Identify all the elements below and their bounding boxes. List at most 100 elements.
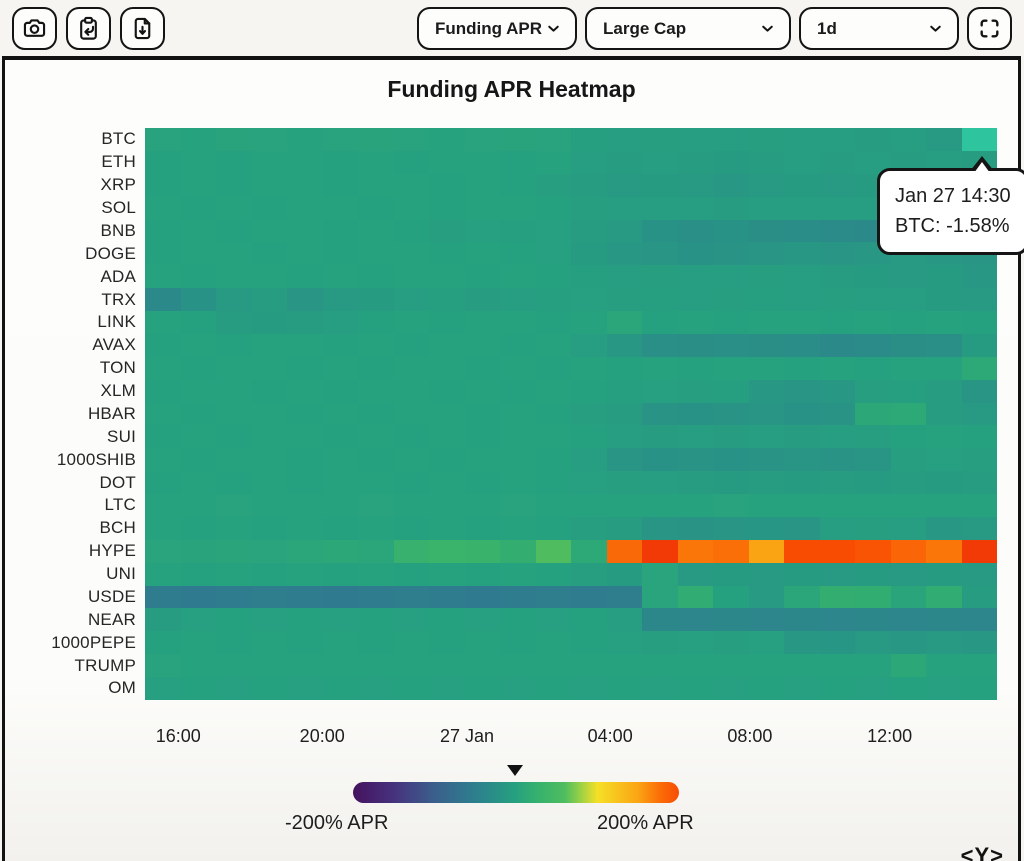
heatmap-cell[interactable] <box>642 173 678 197</box>
heatmap-cell[interactable] <box>571 196 607 220</box>
heatmap-cell[interactable] <box>429 265 465 289</box>
heatmap-cell[interactable] <box>429 516 465 540</box>
heatmap-cell[interactable] <box>251 173 287 197</box>
heatmap-cell[interactable] <box>500 379 536 403</box>
heatmap-cell[interactable] <box>322 448 358 472</box>
heatmap-cell[interactable] <box>571 402 607 426</box>
heatmap-cell[interactable] <box>287 677 323 700</box>
heatmap-cell[interactable] <box>571 539 607 563</box>
heatmap-cell[interactable] <box>464 448 500 472</box>
heatmap-cell[interactable] <box>216 173 252 197</box>
heatmap-cell[interactable] <box>642 562 678 586</box>
heatmap-cell[interactable] <box>358 585 394 609</box>
heatmap-cell[interactable] <box>393 425 429 449</box>
heatmap-cell[interactable] <box>784 242 820 266</box>
heatmap-cell[interactable] <box>677 219 713 243</box>
heatmap-cell[interactable] <box>287 654 323 677</box>
heatmap-cell[interactable] <box>500 539 536 563</box>
heatmap-cell[interactable] <box>180 356 216 380</box>
heatmap-cell[interactable] <box>287 448 323 472</box>
heatmap-cell[interactable] <box>145 379 181 403</box>
heatmap-cell[interactable] <box>713 379 749 403</box>
heatmap-cell[interactable] <box>677 654 713 677</box>
heatmap-cell[interactable] <box>500 677 536 700</box>
heatmap-cell[interactable] <box>464 562 500 586</box>
heatmap-cell[interactable] <box>145 173 181 197</box>
heatmap-cell[interactable] <box>145 516 181 540</box>
heatmap-cell[interactable] <box>642 631 678 655</box>
heatmap-cell[interactable] <box>251 196 287 220</box>
heatmap-cell[interactable] <box>464 425 500 449</box>
heatmap-cell[interactable] <box>748 539 784 563</box>
heatmap-cell[interactable] <box>429 608 465 632</box>
heatmap-cell[interactable] <box>429 654 465 677</box>
heatmap-cell[interactable] <box>713 150 749 174</box>
heatmap-cell[interactable] <box>464 242 500 266</box>
heatmap-cell[interactable] <box>926 128 962 151</box>
heatmap-cell[interactable] <box>464 311 500 334</box>
heatmap-cell[interactable] <box>784 219 820 243</box>
heatmap-cell[interactable] <box>287 608 323 632</box>
heatmap-cell[interactable] <box>961 379 997 403</box>
heatmap-cell[interactable] <box>429 677 465 700</box>
heatmap-cell[interactable] <box>926 631 962 655</box>
heatmap-cell[interactable] <box>855 562 891 586</box>
heatmap-cell[interactable] <box>358 219 394 243</box>
heatmap-cell[interactable] <box>216 494 252 517</box>
heatmap-cell[interactable] <box>429 425 465 449</box>
heatmap-cell[interactable] <box>393 516 429 540</box>
camera-button[interactable] <box>12 7 57 50</box>
heatmap-cell[interactable] <box>393 677 429 700</box>
heatmap-cell[interactable] <box>819 402 855 426</box>
heatmap-cell[interactable] <box>358 288 394 311</box>
heatmap-cell[interactable] <box>464 677 500 700</box>
heatmap-cell[interactable] <box>216 219 252 243</box>
heatmap-cell[interactable] <box>180 196 216 220</box>
heatmap-cell[interactable] <box>642 516 678 540</box>
heatmap-cell[interactable] <box>464 128 500 151</box>
heatmap-cell[interactable] <box>926 402 962 426</box>
heatmap-cell[interactable] <box>322 562 358 586</box>
heatmap-cell[interactable] <box>713 311 749 334</box>
heatmap-cell[interactable] <box>358 654 394 677</box>
heatmap-cell[interactable] <box>535 425 571 449</box>
heatmap-cell[interactable] <box>890 494 926 517</box>
heatmap-cell[interactable] <box>961 516 997 540</box>
heatmap-cell[interactable] <box>890 585 926 609</box>
heatmap-cell[interactable] <box>713 242 749 266</box>
heatmap-cell[interactable] <box>926 311 962 334</box>
heatmap-cell[interactable] <box>784 471 820 494</box>
heatmap-cell[interactable] <box>819 516 855 540</box>
heatmap-cell[interactable] <box>251 265 287 289</box>
heatmap-cell[interactable] <box>429 562 465 586</box>
heatmap-cell[interactable] <box>429 448 465 472</box>
heatmap-cell[interactable] <box>606 608 642 632</box>
heatmap-cell[interactable] <box>713 585 749 609</box>
heatmap-cell[interactable] <box>358 265 394 289</box>
heatmap-cell[interactable] <box>287 311 323 334</box>
heatmap-cell[interactable] <box>500 402 536 426</box>
heatmap-cell[interactable] <box>819 585 855 609</box>
heatmap-cell[interactable] <box>180 494 216 517</box>
heatmap-cell[interactable] <box>713 265 749 289</box>
heatmap-cell[interactable] <box>216 425 252 449</box>
heatmap-cell[interactable] <box>322 494 358 517</box>
heatmap-cell[interactable] <box>926 333 962 357</box>
heatmap-cell[interactable] <box>429 219 465 243</box>
heatmap-cell[interactable] <box>961 471 997 494</box>
heatmap-cell[interactable] <box>748 471 784 494</box>
heatmap-cell[interactable] <box>393 448 429 472</box>
heatmap-cell[interactable] <box>890 471 926 494</box>
heatmap-cell[interactable] <box>535 608 571 632</box>
heatmap-cell[interactable] <box>180 608 216 632</box>
heatmap-cell[interactable] <box>393 196 429 220</box>
heatmap-cell[interactable] <box>535 128 571 151</box>
heatmap-cell[interactable] <box>819 654 855 677</box>
heatmap-cell[interactable] <box>393 356 429 380</box>
heatmap-cell[interactable] <box>287 356 323 380</box>
heatmap-cell[interactable] <box>606 516 642 540</box>
heatmap-cell[interactable] <box>606 242 642 266</box>
category-dropdown[interactable]: Large Cap <box>585 7 791 50</box>
heatmap-cell[interactable] <box>606 471 642 494</box>
heatmap-cell[interactable] <box>890 516 926 540</box>
